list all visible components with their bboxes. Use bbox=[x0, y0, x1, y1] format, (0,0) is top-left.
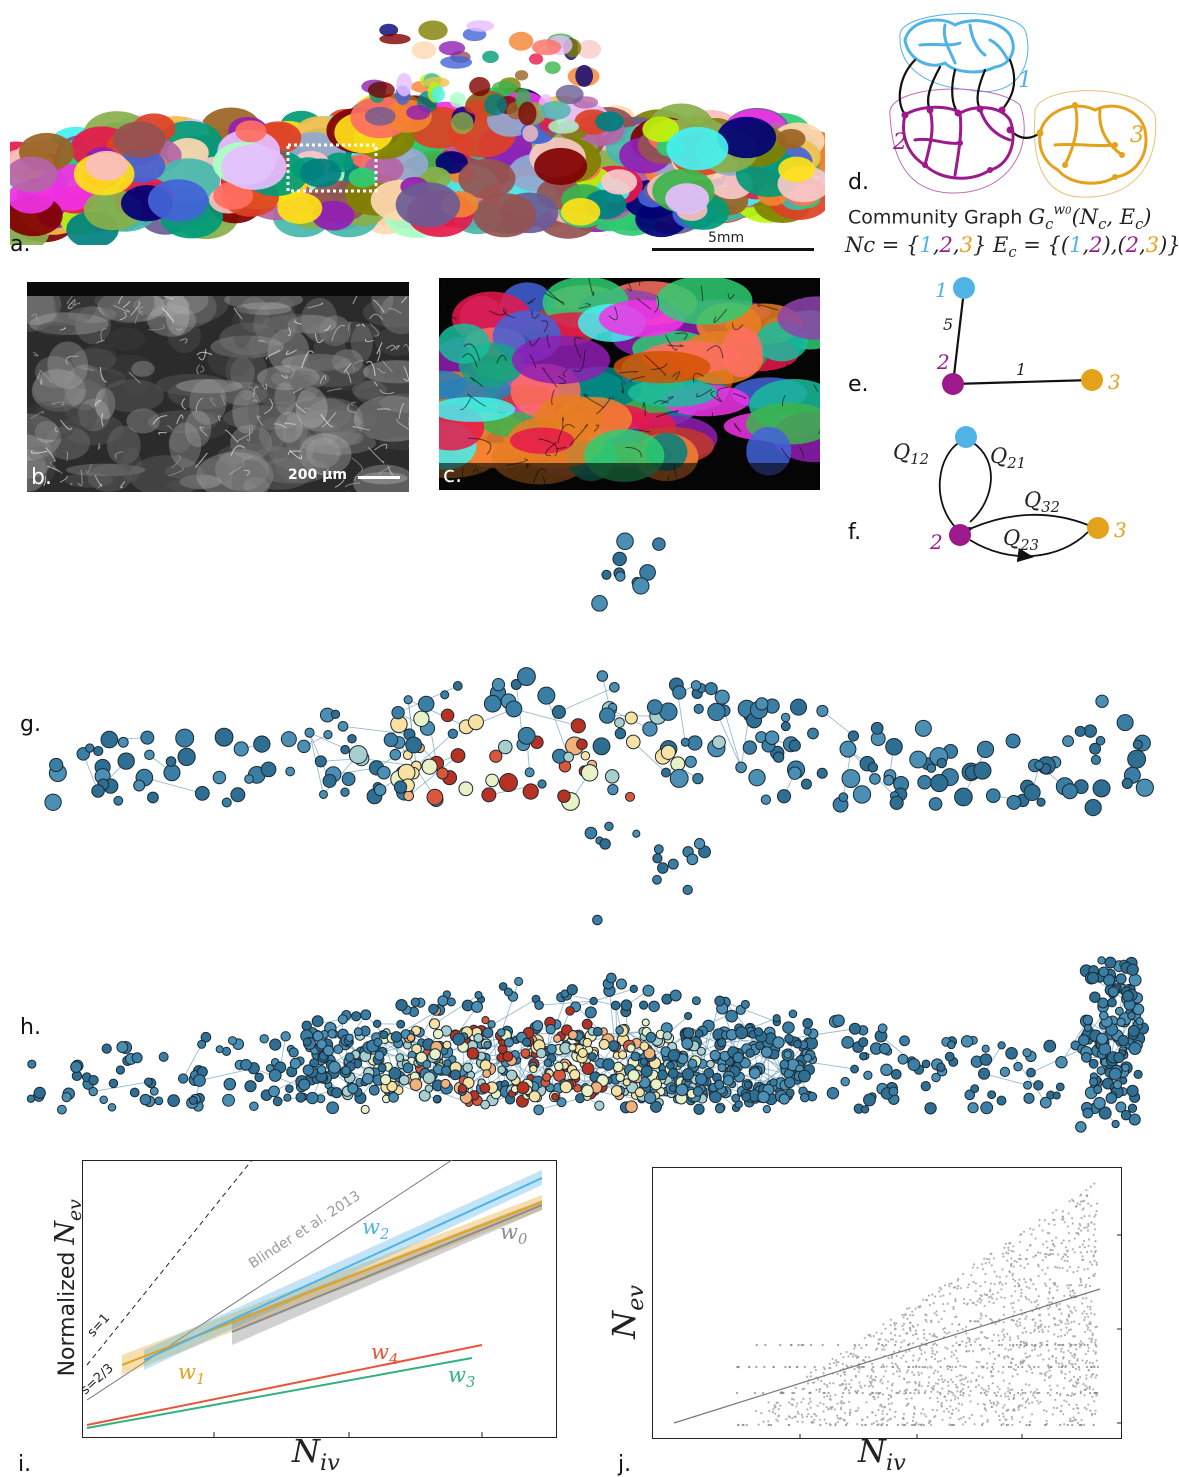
panel-c-image bbox=[439, 278, 820, 490]
panel-j-letter: j. bbox=[618, 1452, 632, 1477]
community-sets: Nc = {1,2,3} Ec = {(1,2),(2,3)} bbox=[845, 233, 1179, 262]
community-label-1: 1 bbox=[1018, 68, 1032, 93]
community-label-3: 3 bbox=[1130, 123, 1144, 148]
panel-j-xlabel: Niv bbox=[858, 1432, 906, 1476]
node-f-label-2: 2 bbox=[930, 530, 943, 554]
scalebar-a-label: 5mm bbox=[708, 230, 745, 246]
panel-b-image bbox=[27, 282, 409, 492]
panel-j-ylabel: Nev bbox=[605, 1284, 649, 1339]
panel-c-letter: c. bbox=[443, 463, 463, 488]
legend-w2: w2 bbox=[362, 1215, 390, 1244]
panel-e-diagram bbox=[920, 272, 1140, 402]
panel-i-xlabel: Niv bbox=[292, 1432, 340, 1476]
community-graph-title: Community Graph Gcw0(Nc, Ec) bbox=[848, 202, 1152, 233]
panel-d-letter: d. bbox=[848, 170, 869, 195]
community-graph-symbol: Gcw0(Nc, Ec) bbox=[1028, 202, 1152, 233]
node-e-label-3: 3 bbox=[1108, 370, 1121, 394]
panel-h-network bbox=[25, 810, 1155, 1145]
edge-weight-5: 5 bbox=[943, 315, 954, 334]
legend-w3: w3 bbox=[448, 1363, 476, 1392]
legend-w1: w1 bbox=[178, 1360, 206, 1389]
flow-q21: Q21 bbox=[990, 444, 1026, 473]
panel-e-letter: e. bbox=[848, 372, 869, 397]
panel-i-ylabel: Normalized Nev bbox=[50, 1199, 86, 1377]
panel-b-letter: b. bbox=[31, 465, 52, 490]
panel-a-image bbox=[10, 5, 825, 245]
panel-f-diagram bbox=[900, 420, 1130, 570]
flow-q23: Q23 bbox=[1003, 526, 1039, 555]
panel-i-chart bbox=[82, 1160, 557, 1438]
community-label-2: 2 bbox=[893, 130, 907, 155]
scalebar-a bbox=[652, 248, 814, 251]
scalebar-b bbox=[358, 476, 400, 479]
panel-g-letter: g. bbox=[20, 712, 41, 737]
panel-a-letter: a. bbox=[10, 232, 31, 257]
node-2 bbox=[942, 373, 964, 395]
legend-w4: w4 bbox=[371, 1340, 399, 1369]
node-e-label-1: 1 bbox=[935, 278, 948, 302]
node-f-1 bbox=[955, 426, 977, 448]
panel-f-letter: f. bbox=[848, 520, 862, 545]
node-e-label-2: 2 bbox=[937, 350, 950, 374]
node-f-2 bbox=[949, 524, 971, 546]
node-f-label-1: 1 bbox=[955, 424, 968, 448]
community-graph-text: Community Graph bbox=[848, 206, 1023, 229]
edge-2-3: (2,3) bbox=[1117, 233, 1168, 257]
flow-q12: Q12 bbox=[893, 440, 929, 469]
flow-q32: Q32 bbox=[1024, 488, 1060, 517]
panel-j-chart bbox=[652, 1167, 1122, 1439]
panel-i-letter: i. bbox=[18, 1452, 32, 1477]
legend-w0: w0 bbox=[500, 1220, 528, 1249]
node-3 bbox=[1081, 369, 1103, 391]
scalebar-b-label: 200 µm bbox=[288, 467, 347, 483]
edge-weight-1: 1 bbox=[1016, 360, 1027, 379]
panel-h-letter: h. bbox=[20, 1015, 41, 1040]
edge-1-2: (1,2) bbox=[1060, 233, 1111, 257]
panel-g-network bbox=[25, 505, 1155, 840]
node-f-label-3: 3 bbox=[1114, 518, 1127, 542]
node-f-3 bbox=[1087, 517, 1109, 539]
node-1 bbox=[953, 277, 975, 299]
panel-d-diagram bbox=[860, 5, 1165, 200]
